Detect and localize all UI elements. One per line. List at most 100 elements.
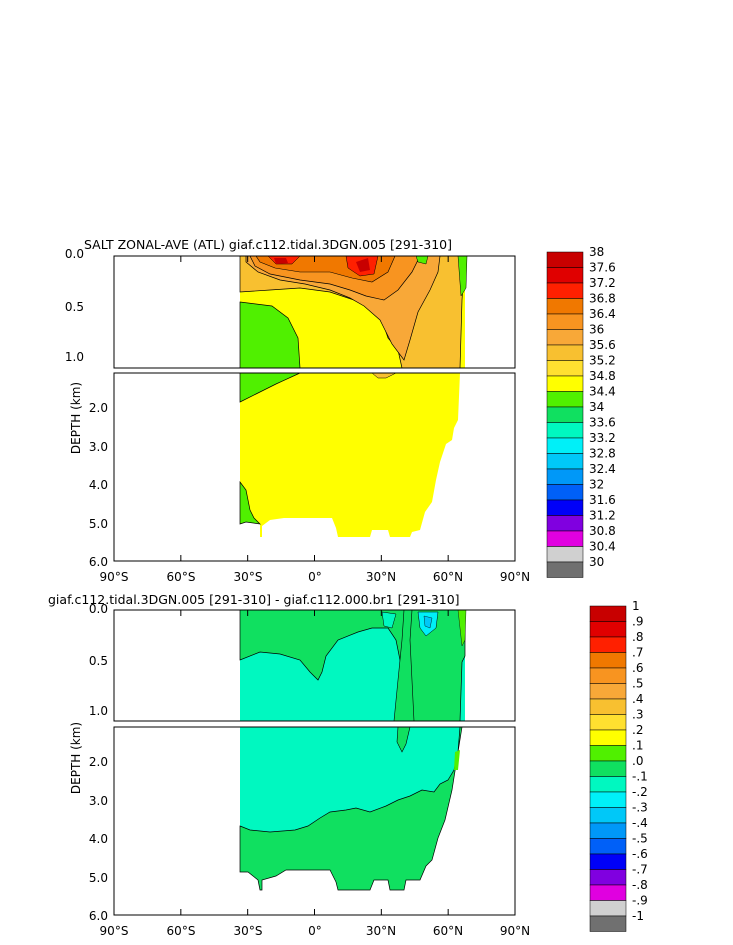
- colorbar-swatch: [546, 468, 584, 485]
- colorbar-swatch: [589, 869, 627, 886]
- colorbar-label: 34.8: [589, 369, 616, 383]
- colorbar-label: .7: [632, 646, 643, 660]
- colorbar-diff: 1 .9.8 .7.6 .5.4 .3.2 .1.0 -.1-.2 -.3-.4 -.5-.6 -…: [589, 599, 648, 932]
- x-tick-label: 60°S: [167, 924, 196, 938]
- x-tick-label: 90°N: [500, 570, 530, 584]
- colorbar-swatch: [546, 422, 584, 439]
- colorbar-swatch: [546, 499, 584, 516]
- colorbar-label: 31.6: [589, 493, 616, 507]
- colorbar-swatch: [589, 667, 627, 684]
- y-tick-label: 0.5: [89, 654, 108, 668]
- colorbar-swatch: [589, 900, 627, 917]
- colorbar-label: .9: [632, 615, 643, 629]
- colorbar-label: 30: [589, 555, 604, 569]
- y-tick-label: 3.0: [89, 794, 108, 808]
- colorbar-label: 32.4: [589, 462, 616, 476]
- colorbar-swatch: [546, 406, 584, 423]
- colorbar-label: .0: [632, 754, 643, 768]
- colorbar-swatch: [546, 453, 584, 470]
- colorbar-label: .6: [632, 661, 643, 675]
- colorbar-label: 32: [589, 478, 604, 492]
- colorbar-label: 37.6: [589, 261, 616, 275]
- colorbar-swatch: [546, 251, 584, 268]
- colorbar-label: -1: [632, 909, 644, 923]
- y-tick-label: 1.0: [89, 704, 108, 718]
- y-tick-label: 0.0: [65, 247, 84, 261]
- colorbar-label: .2: [632, 723, 643, 737]
- colorbar-swatch: [589, 683, 627, 700]
- colorbar-swatch: [546, 375, 584, 392]
- colorbar-label: 38: [589, 245, 604, 259]
- colorbar-swatch: [546, 282, 584, 299]
- diff-lower-field: [239, 726, 463, 891]
- diff-upper-field: [239, 609, 467, 722]
- colorbar-swatch: [589, 760, 627, 777]
- colorbar-label: -.8: [632, 878, 648, 892]
- salt-lower-base: [240, 373, 460, 537]
- colorbar-label: -.4: [632, 816, 648, 830]
- y-tick-label: 5.0: [89, 871, 108, 885]
- panel-1-title: SALT ZONAL-AVE (ATL) giaf.c112.tidal.3DG…: [84, 237, 452, 252]
- colorbar-label: 36.4: [589, 307, 616, 321]
- x-tick-label: 0°: [308, 924, 322, 938]
- x-tick-label: 90°S: [100, 924, 129, 938]
- salt-lower-field: [239, 372, 460, 537]
- colorbar-label: 30.8: [589, 524, 616, 538]
- colorbar-swatch: [546, 267, 584, 284]
- colorbar-label: 33.6: [589, 416, 616, 430]
- x-tick-label: 60°N: [433, 924, 463, 938]
- salt-lower-fresh-south: [239, 480, 261, 525]
- y-tick-label: 4.0: [89, 832, 108, 846]
- colorbar-swatch: [589, 884, 627, 901]
- colorbar-label: 32.8: [589, 447, 616, 461]
- y-tick-label: 0.5: [65, 300, 84, 314]
- salt-upper-core-south: [274, 258, 288, 264]
- y-tick-label: 2.0: [89, 755, 108, 769]
- y-tick-label: 1.0: [65, 350, 84, 364]
- colorbar-label: 34: [589, 400, 604, 414]
- y-tick-label: 6.0: [89, 555, 108, 569]
- panel-salt: SALT ZONAL-AVE (ATL) giaf.c112.tidal.3DG…: [65, 237, 616, 584]
- diff-upper-fresh-core: [423, 615, 433, 629]
- colorbar-swatch: [589, 605, 627, 622]
- colorbar-swatch: [546, 391, 584, 408]
- colorbar-swatch: [546, 298, 584, 315]
- colorbar-label: 36.8: [589, 292, 616, 306]
- colorbar-swatch: [546, 561, 584, 578]
- colorbar-swatch: [546, 329, 584, 346]
- colorbar-swatch: [546, 530, 584, 547]
- y-tick-label: 5.0: [89, 517, 108, 531]
- x-tick-label: 30°S: [234, 924, 263, 938]
- colorbar-label: 34.4: [589, 385, 616, 399]
- colorbar-label: 33.2: [589, 431, 616, 445]
- diff-lower-positive-region: [239, 726, 463, 891]
- colorbar-swatch: [589, 714, 627, 731]
- y-tick-label: 4.0: [89, 478, 108, 492]
- x-tick-label: 30°S: [234, 570, 263, 584]
- colorbar-label: -.2: [632, 785, 648, 799]
- y-tick-label: 0.0: [89, 602, 108, 616]
- y-tick-label: 6.0: [89, 909, 108, 923]
- colorbar-label: -.6: [632, 847, 648, 861]
- colorbar-label: .3: [632, 708, 643, 722]
- x-tick-label: 90°S: [100, 570, 129, 584]
- panel-1-ticks: [113, 256, 516, 561]
- colorbar-swatch: [546, 313, 584, 330]
- x-tick-label: 60°S: [167, 570, 196, 584]
- colorbar-swatch: [589, 791, 627, 808]
- colorbar-label: 31.2: [589, 509, 616, 523]
- colorbar-swatch: [546, 344, 584, 361]
- colorbar-swatch: [589, 915, 627, 932]
- diff-lower-negative-region: [240, 727, 460, 832]
- colorbar-label: .1: [632, 739, 643, 753]
- colorbar-swatch: [589, 853, 627, 870]
- colorbar-swatch: [546, 484, 584, 501]
- colorbar-label: 37.2: [589, 276, 616, 290]
- colorbar-swatch: [589, 636, 627, 653]
- diff-upper-neg-patch: [381, 611, 397, 629]
- colorbar-label: 1: [632, 599, 640, 613]
- colorbar-swatch: [589, 621, 627, 638]
- x-tick-label: 90°N: [500, 924, 530, 938]
- colorbar-label: -.3: [632, 801, 648, 815]
